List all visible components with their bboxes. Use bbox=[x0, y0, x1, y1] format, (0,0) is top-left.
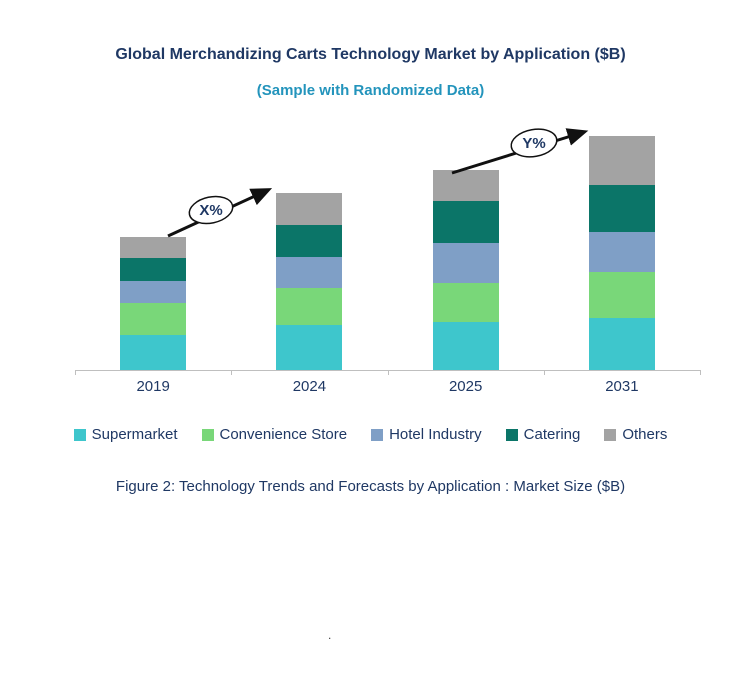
chart-subtitle: (Sample with Randomized Data) bbox=[256, 82, 485, 99]
axis-tick bbox=[700, 370, 701, 375]
legend-item: Supermarket bbox=[73, 426, 178, 443]
bar-segment-catering bbox=[432, 201, 499, 243]
legend-item: Convenience Store bbox=[201, 426, 348, 443]
bar-segment-convenience-store bbox=[432, 283, 499, 322]
stacked-bar-2019 bbox=[120, 237, 187, 370]
bar-segment-supermarket bbox=[588, 318, 655, 370]
bar-segment-convenience-store bbox=[276, 288, 343, 325]
bar-segment-catering bbox=[588, 185, 655, 232]
bar-segment-hotel-industry bbox=[432, 243, 499, 283]
axis-tick bbox=[387, 370, 389, 375]
chart-title: Global Merchandizing Carts Technology Ma… bbox=[115, 46, 626, 63]
figure-caption: Figure 2: Technology Trends and Forecast… bbox=[115, 478, 626, 495]
stacked-bar-2031 bbox=[588, 136, 655, 370]
legend-swatch bbox=[371, 428, 384, 441]
legend-item: Catering bbox=[505, 426, 581, 443]
legend-label: Hotel Industry bbox=[389, 426, 482, 443]
axis-tick bbox=[543, 370, 545, 375]
bar-segment-hotel-industry bbox=[588, 232, 655, 272]
bar-segment-supermarket bbox=[432, 322, 499, 370]
bar-segment-supermarket bbox=[120, 335, 187, 370]
bar-segment-hotel-industry bbox=[120, 281, 187, 303]
bar-segment-catering bbox=[120, 258, 187, 281]
x-axis-label: 2019 bbox=[136, 378, 170, 395]
bar-segment-others bbox=[432, 170, 499, 201]
x-axis-label: 2024 bbox=[292, 378, 327, 395]
bars bbox=[75, 130, 700, 370]
legend-swatch bbox=[73, 428, 86, 441]
legend-item: Hotel Industry bbox=[371, 426, 482, 443]
bar-segment-convenience-store bbox=[120, 303, 187, 335]
x-axis-labels: 2019 2024 2025 2031 bbox=[75, 378, 700, 395]
bar-segment-others bbox=[588, 136, 655, 185]
footer-dot: . bbox=[328, 628, 332, 642]
axis-tick bbox=[75, 370, 76, 375]
x-axis-label: 2031 bbox=[605, 378, 639, 395]
legend: Supermarket Convenience Store Hotel Indust… bbox=[0, 426, 741, 443]
legend-label: Catering bbox=[523, 426, 581, 443]
bar-segment-supermarket bbox=[276, 325, 343, 370]
bar-segment-others bbox=[120, 237, 187, 258]
legend-swatch bbox=[505, 428, 518, 441]
legend-label: Supermarket bbox=[91, 426, 178, 443]
legend-label: Convenience Store bbox=[219, 426, 348, 443]
stacked-bar-2024 bbox=[276, 193, 343, 370]
x-axis-label: 2025 bbox=[448, 378, 483, 395]
plot-area bbox=[75, 130, 701, 375]
bar-segment-others bbox=[276, 193, 343, 225]
bar-segment-convenience-store bbox=[588, 272, 655, 318]
legend-item: Others bbox=[604, 426, 667, 443]
legend-swatch bbox=[604, 428, 617, 441]
bar-segment-catering bbox=[276, 225, 343, 257]
legend-swatch bbox=[201, 428, 214, 441]
bar-segment-hotel-industry bbox=[276, 257, 343, 288]
stacked-bar-2025 bbox=[432, 170, 499, 370]
legend-label: Others bbox=[622, 426, 668, 443]
axis-tick bbox=[231, 370, 233, 375]
